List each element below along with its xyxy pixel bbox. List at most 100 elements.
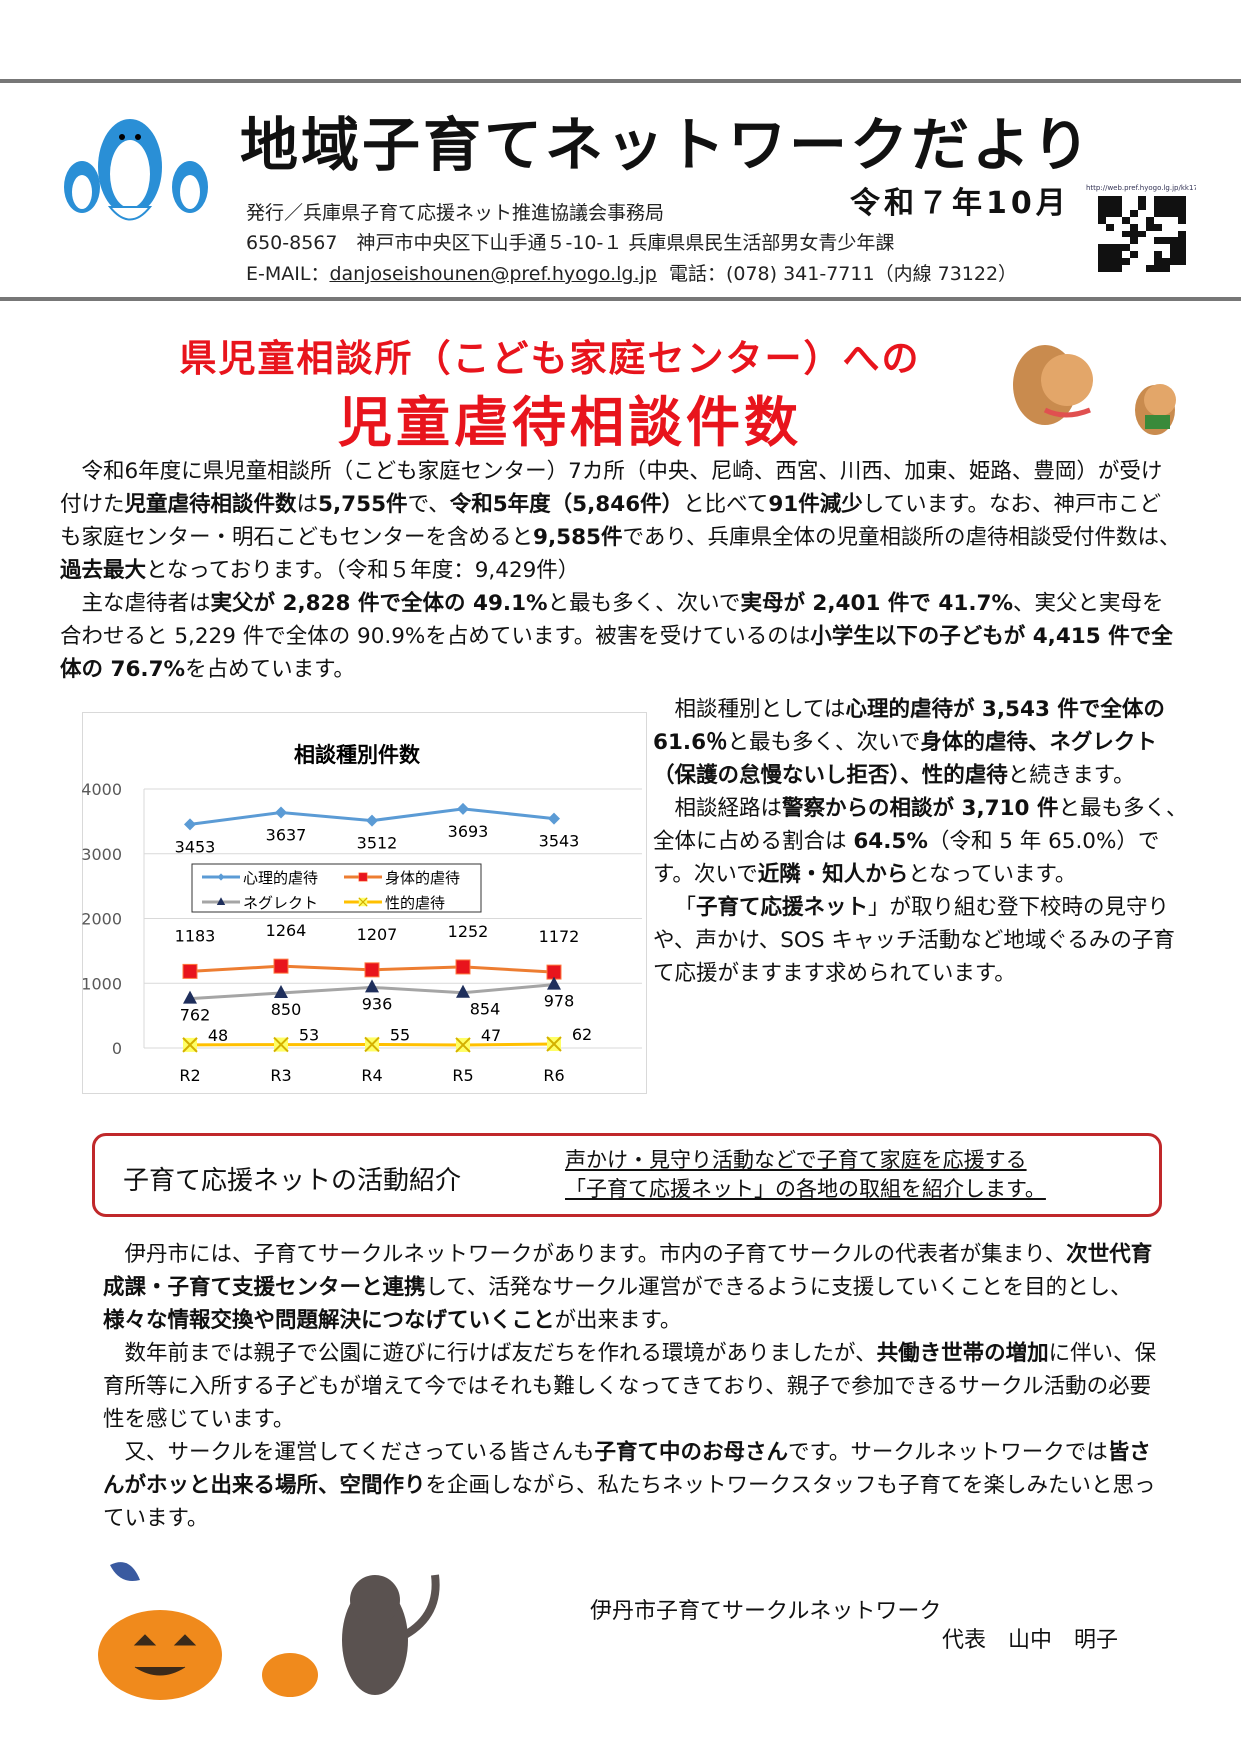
signature-rep: 代表 山中 明子 <box>942 1628 1119 1653</box>
data-label: 1172 <box>539 927 580 946</box>
qr-code[interactable] <box>1098 196 1186 272</box>
diamond-marker <box>217 873 225 881</box>
emphasis-text: 5,755件 <box>318 492 408 517</box>
data-label: 1183 <box>175 926 216 945</box>
data-label: 48 <box>208 1026 228 1045</box>
x-tick-label: R4 <box>361 1066 382 1085</box>
text-run: は <box>296 492 319 517</box>
paragraph: 令和6年度に県児童相談所（こども家庭センター）7カ所（中央、尼崎、西宮、川西、加… <box>60 455 1182 587</box>
text-run: で、 <box>407 492 450 517</box>
data-label: 53 <box>299 1026 319 1045</box>
y-tick-label: 4000 <box>82 780 122 799</box>
emphasis-text: 警察からの相談が 3,710 件 <box>782 796 1059 821</box>
x-marker-cross <box>455 1037 471 1053</box>
text-run: して、活発なサークル運営ができるように支援していくことを目的とし、 <box>425 1275 1132 1300</box>
top-rule <box>0 79 1241 83</box>
chart-title: 相談種別件数 <box>294 743 421 767</box>
x-tick-label: R2 <box>179 1066 200 1085</box>
text-run: となっています。 <box>908 862 1077 887</box>
headline-line2: 児童虐待相談件数 <box>338 391 802 454</box>
text-run: に伴い、保育所等に入所する子どもが増えて今ではそれも難しくなってきており、親子で… <box>103 1341 1157 1432</box>
data-label: 1264 <box>266 921 307 940</box>
emphasis-text: 心理的虐待が 3,543 件で全体の 61.6％ <box>653 697 1165 755</box>
data-label: 3512 <box>357 834 398 853</box>
emphasis-text: 実母が 2,401 件で 41.7% <box>740 591 1013 616</box>
text-run: 令和6年度に県児童相談所（こども家庭センター）7カ所（中央、尼崎、西宮、川西、加… <box>60 459 1163 517</box>
text-run: と続きます。 <box>1007 763 1135 788</box>
diamond-marker <box>275 806 287 819</box>
text-run: 主な虐待者は <box>81 591 211 616</box>
header-bottom-rule <box>0 297 1241 301</box>
text-run: 相談経路は <box>674 796 783 821</box>
text-run: 数年前までは親子で公園に遊びに行けば友だちを作れる環境がありましたが、 <box>124 1341 877 1366</box>
text-run: しています。なお、神戸市こども家庭センター・明石こどもセンターを含めると <box>60 492 1161 550</box>
y-tick-label: 3000 <box>82 845 122 864</box>
diamond-marker <box>366 814 378 827</box>
x-marker-cross <box>546 1036 562 1052</box>
square-marker <box>273 958 289 974</box>
data-label: 62 <box>572 1025 592 1044</box>
x-marker <box>546 1036 562 1052</box>
paragraph: 主な虐待者は実父が 2,828 件で全体の 49.1%と最も多く、次いで実母が … <box>60 587 1182 686</box>
x-tick-label: R5 <box>452 1066 473 1085</box>
squirrels-illustration <box>1013 345 1176 435</box>
text-run: と比べて <box>683 492 769 517</box>
data-label: 1207 <box>357 925 398 944</box>
paragraph: 伊丹市には、子育てサークルネットワークがあります。市内の子育てサークルの代表者が… <box>103 1238 1163 1337</box>
data-label: 936 <box>362 994 393 1013</box>
emphasis-text: 身体的虐待、ネグレクト（保護の怠慢ないし拒否）、性的虐待 <box>653 730 1157 788</box>
x-marker-cross <box>358 897 368 907</box>
text-run: を占めています。 <box>185 657 355 682</box>
emphasis-text: 次世代育成課・子育て支援センターと連携 <box>103 1242 1153 1300</box>
text-run: です。サークルネットワークでは <box>788 1440 1108 1465</box>
activity-note-line2: 「子育て応援ネット」の各地の取組を紹介します。 <box>565 1177 1046 1201</box>
data-label: 3637 <box>266 826 307 845</box>
x-marker-cross <box>182 1037 198 1053</box>
publisher: 発行／兵庫県子育て応援ネット推進協議会事務局 <box>246 202 665 224</box>
triangle-marker <box>216 897 226 905</box>
emphasis-text: 共働き世帯の増加 <box>876 1341 1049 1366</box>
x-tick-label: R6 <box>543 1066 564 1085</box>
x-marker <box>358 897 368 907</box>
activity-note: 声かけ・見守り活動などで子育て家庭を応援する 「子育て応援ネット」の各地の取組を… <box>565 1146 1046 1204</box>
triangle-marker <box>456 984 470 998</box>
x-tick-label: R3 <box>270 1066 291 1085</box>
email-label: E-MAIL： <box>246 263 330 285</box>
emphasis-text: 様々な情報交換や問題解決につなげていくこと <box>103 1308 555 1333</box>
text-run: が出来ます。 <box>554 1308 682 1333</box>
data-label: 1252 <box>448 922 489 941</box>
text-run: と最も多く、次いで <box>727 730 921 755</box>
intro-text: 令和6年度に県児童相談所（こども家庭センター）7カ所（中央、尼崎、西宮、川西、加… <box>60 455 1182 686</box>
x-marker-cross <box>273 1036 289 1053</box>
activity-intro-box: 子育て応援ネットの活動紹介 声かけ・見守り活動などで子育て家庭を応援する 「子育… <box>92 1133 1162 1217</box>
activity-label: 子育て応援ネットの活動紹介 <box>123 1166 462 1196</box>
signature-org: 伊丹市子育てサークルネットワーク <box>590 1599 942 1624</box>
legend-label: 心理的虐待 <box>243 869 318 887</box>
emphasis-text: 皆さんがホッと出来る場所、空間作り <box>103 1440 1151 1498</box>
x-marker <box>364 1036 380 1053</box>
text-run: と最も多く、次いで <box>547 591 741 616</box>
paragraph: 「子育て応援ネット」が取り組む登下校時の見守りや、声かけ、SOS キャッチ活動な… <box>653 891 1196 990</box>
legend-label: 性的虐待 <box>385 894 445 912</box>
legend-box <box>191 863 482 913</box>
emphasis-text: 令和5年度（5,846件） <box>449 492 684 517</box>
text-run: となっております。（令和５年度：9,429件） <box>146 558 580 583</box>
emphasis-text: 近隣・知人から <box>757 862 909 887</box>
paragraph: 相談種別としては心理的虐待が 3,543 件で全体の 61.6％と最も多く、次い… <box>653 693 1196 792</box>
email-link[interactable]: danjoseishounen@pref.hyogo.lg.jp <box>329 263 657 285</box>
legend-label: 身体的虐待 <box>385 869 460 887</box>
side-text: 相談種別としては心理的虐待が 3,543 件で全体の 61.6％と最も多く、次い… <box>653 693 1196 990</box>
text-run: 、実父と実母を合わせると 5,229 件で全体の 90.9%を占めています。被害… <box>60 591 1164 649</box>
address: 650-8567 神戸市中央区下山手通５-10-１ 兵庫県県民生活部男女青少年課 <box>246 232 895 254</box>
text-run: であり、兵庫県全体の児童相談所の虐待相談受付件数は、 <box>622 525 1181 550</box>
penguin-family-illustration <box>64 119 208 221</box>
consultation-type-line-chart: 相談種別件数 0 1000 2000 3000 4000 R2 R3 R4 R5 R6 3453 36… <box>82 712 647 1094</box>
emphasis-text: 実父が 2,828 件で全体の 49.1% <box>210 591 548 616</box>
y-tick-label: 0 <box>112 1039 122 1058</box>
square-marker <box>455 959 471 975</box>
emphasis-text: 小学生以下の子どもが 4,415 件で全体の 76.7% <box>60 624 1173 682</box>
phone: 電話：(078) 341-7711（内線 73122） <box>668 263 1018 285</box>
issue-date: 令和７年10月 <box>850 186 1070 221</box>
text-run: 又、サークルを運営してくださっている皆さんも <box>124 1440 595 1465</box>
